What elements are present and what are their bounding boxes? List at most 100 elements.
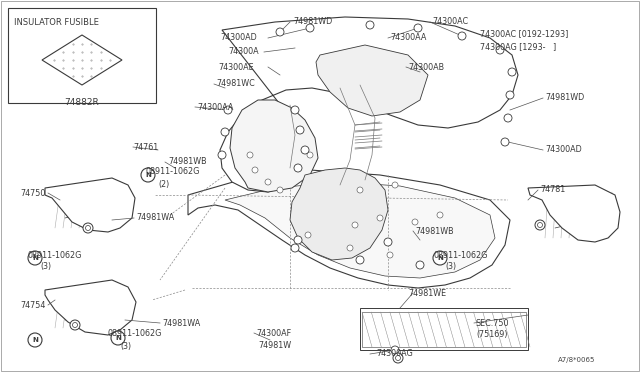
Circle shape: [28, 333, 42, 347]
Text: 74981WE: 74981WE: [408, 289, 446, 298]
Circle shape: [221, 128, 229, 136]
Text: N: N: [115, 335, 121, 341]
Text: 74882R: 74882R: [65, 98, 99, 107]
Text: 74981WA: 74981WA: [162, 318, 200, 327]
Circle shape: [392, 182, 398, 188]
Text: 08911-1062G: 08911-1062G: [28, 250, 83, 260]
Text: 74981WB: 74981WB: [168, 157, 207, 167]
Circle shape: [396, 356, 401, 360]
Text: 74300AA: 74300AA: [390, 33, 426, 42]
Circle shape: [247, 152, 253, 158]
Polygon shape: [290, 168, 388, 260]
Text: (2): (2): [158, 180, 169, 189]
Text: 74300AF: 74300AF: [256, 328, 291, 337]
Text: (75169): (75169): [476, 330, 508, 340]
Polygon shape: [225, 182, 495, 278]
Text: 74750: 74750: [20, 189, 45, 198]
Circle shape: [301, 146, 309, 154]
Circle shape: [111, 331, 125, 345]
Text: N: N: [32, 337, 38, 343]
Polygon shape: [230, 100, 318, 192]
Circle shape: [70, 320, 80, 330]
Circle shape: [352, 222, 358, 228]
Polygon shape: [220, 17, 518, 192]
Circle shape: [356, 256, 364, 264]
Circle shape: [294, 164, 302, 172]
Bar: [360, 308, 528, 350]
Circle shape: [28, 251, 42, 265]
Circle shape: [305, 232, 311, 238]
Circle shape: [86, 225, 90, 231]
Text: 74754: 74754: [20, 301, 45, 310]
Circle shape: [277, 187, 283, 193]
Polygon shape: [188, 170, 510, 288]
Bar: [362, 312, 526, 347]
Text: 74300AG: 74300AG: [376, 350, 413, 359]
Text: 74781: 74781: [540, 186, 565, 195]
Text: 08911-1062G: 08911-1062G: [146, 167, 200, 176]
Text: 74981WB: 74981WB: [415, 227, 454, 235]
Text: 74300AD: 74300AD: [220, 33, 257, 42]
Circle shape: [357, 187, 363, 193]
Circle shape: [294, 236, 302, 244]
Text: SEC.750: SEC.750: [476, 318, 509, 327]
Circle shape: [387, 252, 393, 258]
Circle shape: [506, 91, 514, 99]
Circle shape: [393, 353, 403, 363]
Text: 74300AG [1293-   ]: 74300AG [1293- ]: [480, 42, 556, 51]
Circle shape: [291, 106, 299, 114]
Polygon shape: [316, 45, 428, 116]
Text: N: N: [32, 255, 38, 261]
Text: 74300AA: 74300AA: [197, 103, 234, 112]
Circle shape: [83, 223, 93, 233]
Text: 08911-1062G: 08911-1062G: [433, 250, 488, 260]
Text: INSULATOR FUSIBLE: INSULATOR FUSIBLE: [14, 18, 99, 27]
Polygon shape: [528, 185, 620, 242]
Circle shape: [265, 179, 271, 185]
Circle shape: [538, 222, 543, 228]
Text: 74981WA: 74981WA: [136, 214, 174, 222]
Text: 74981WC: 74981WC: [216, 80, 255, 89]
Circle shape: [501, 138, 509, 146]
Text: 74300AD: 74300AD: [545, 145, 582, 154]
Text: 74300AE: 74300AE: [218, 62, 253, 71]
Circle shape: [141, 168, 155, 182]
Circle shape: [414, 24, 422, 32]
Circle shape: [347, 245, 353, 251]
Text: N: N: [437, 255, 443, 261]
Text: 74300AC: 74300AC: [432, 17, 468, 26]
Text: 74761: 74761: [133, 142, 158, 151]
Text: 08911-1062G: 08911-1062G: [108, 328, 163, 337]
Text: 74981WD: 74981WD: [293, 17, 332, 26]
Bar: [8, 8, 156, 103]
Polygon shape: [45, 178, 135, 232]
Circle shape: [433, 251, 447, 265]
Circle shape: [72, 323, 77, 327]
Text: (3): (3): [40, 263, 51, 272]
Circle shape: [291, 244, 299, 252]
Text: 74981W: 74981W: [258, 341, 291, 350]
Polygon shape: [42, 35, 122, 85]
Text: (3): (3): [120, 341, 131, 350]
Circle shape: [416, 261, 424, 269]
Text: A7/8*0065: A7/8*0065: [557, 357, 595, 363]
Circle shape: [384, 238, 392, 246]
Circle shape: [437, 212, 443, 218]
Polygon shape: [45, 280, 136, 335]
Circle shape: [508, 68, 516, 76]
Circle shape: [306, 24, 314, 32]
Circle shape: [296, 126, 304, 134]
Circle shape: [218, 151, 226, 159]
Text: N: N: [145, 172, 151, 178]
Text: 74981WD: 74981WD: [545, 93, 584, 103]
Circle shape: [504, 114, 512, 122]
Text: 74300AC [0192-1293]: 74300AC [0192-1293]: [480, 29, 568, 38]
Circle shape: [535, 220, 545, 230]
Circle shape: [276, 28, 284, 36]
Circle shape: [458, 32, 466, 40]
Circle shape: [307, 152, 313, 158]
Circle shape: [412, 219, 418, 225]
Text: (3): (3): [445, 263, 456, 272]
Circle shape: [391, 346, 399, 354]
Circle shape: [366, 21, 374, 29]
